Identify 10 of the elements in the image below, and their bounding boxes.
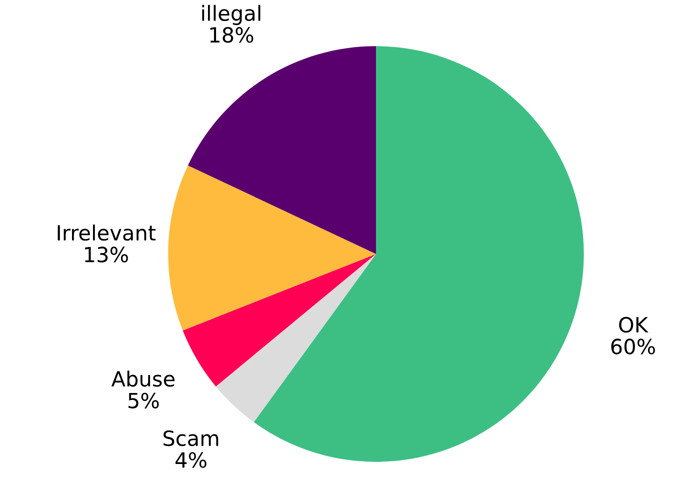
data-label: 13% bbox=[85, 246, 128, 262]
data-label: 18% bbox=[210, 27, 254, 43]
slice-label: Scam bbox=[164, 430, 218, 446]
slice-label: Abuse bbox=[111, 370, 174, 387]
data-label: 5% bbox=[128, 392, 159, 408]
slice-label: OK bbox=[619, 316, 648, 333]
data-label: 60% bbox=[611, 338, 655, 354]
slice-label: illegal bbox=[202, 4, 260, 26]
data-label: 4% bbox=[176, 452, 206, 468]
slice-label: Irrelevant bbox=[58, 224, 156, 241]
